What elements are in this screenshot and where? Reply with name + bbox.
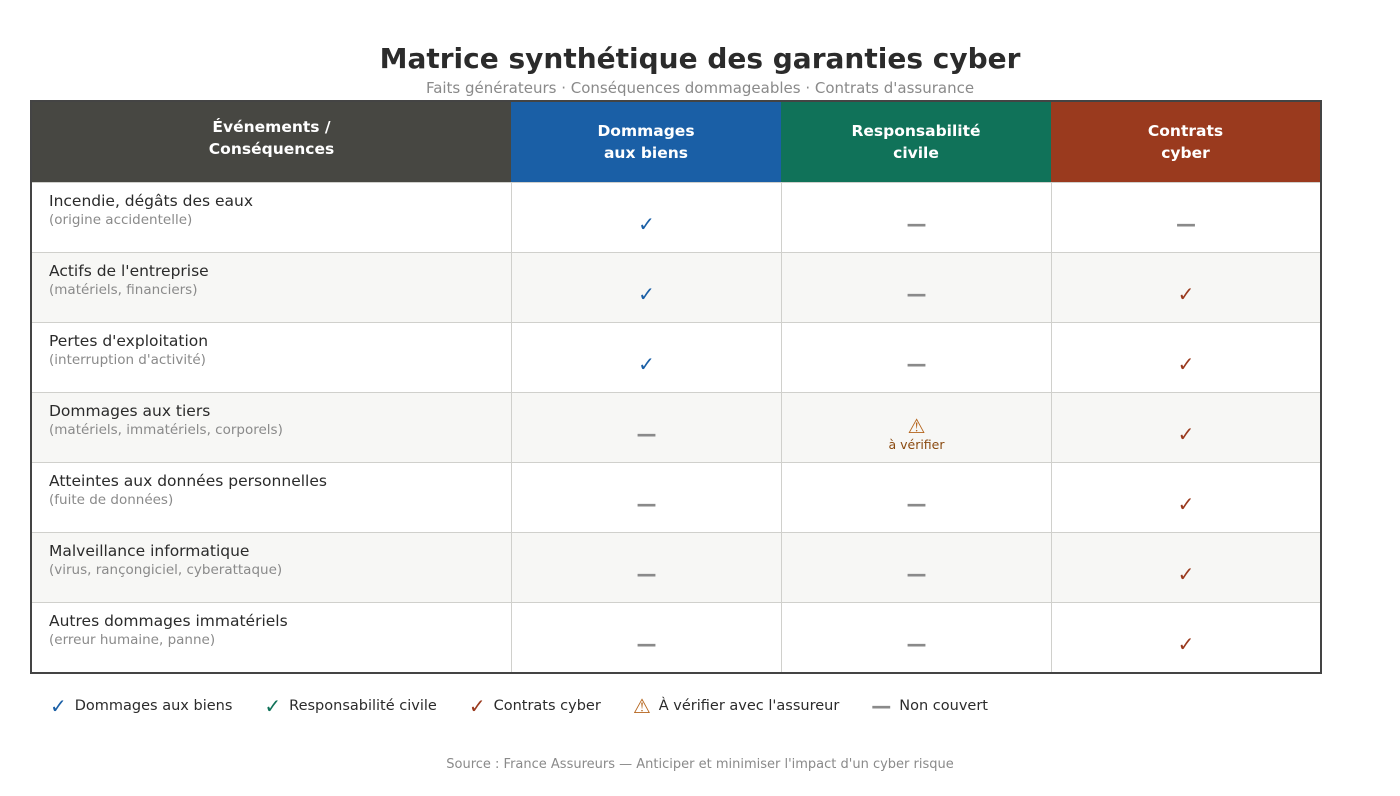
- subtitle: Faits générateurs · Conséquences dommage…: [425, 79, 975, 97]
- not-covered: —: [906, 491, 927, 516]
- header-line: Responsabilité: [851, 122, 981, 140]
- row-label-cell: Pertes d'exploitation (interruption d'act…: [32, 322, 511, 392]
- status-cell: —: [781, 182, 1051, 252]
- not-covered: —: [636, 561, 657, 586]
- status-cell: ✓: [1051, 252, 1320, 322]
- row-label: Pertes d'exploitation: [49, 332, 209, 350]
- row-label-cell: Atteintes aux données personnelles (fuite…: [32, 462, 511, 532]
- row-label: Incendie, dégâts des eaux: [49, 192, 254, 210]
- row-label: Atteintes aux données personnelles: [49, 472, 327, 490]
- not-covered: —: [906, 351, 927, 376]
- row-label: Actifs de l'entreprise: [49, 262, 209, 280]
- header-cell: Dommages aux biens: [511, 102, 781, 182]
- legend-item: ✓ Contrats cyber: [469, 694, 601, 718]
- row-note: (matériels, immatériels, corporels): [49, 422, 283, 438]
- status-cell: ✓: [511, 322, 781, 392]
- status-cell: —: [781, 322, 1051, 392]
- row-label-cell: Autres dommages immatériels (erreur humai…: [32, 602, 511, 672]
- legend-label: Responsabilité civile: [289, 698, 437, 714]
- status-cell: —: [1051, 182, 1320, 252]
- status-cell: —: [511, 602, 781, 672]
- not-covered: —: [636, 421, 657, 446]
- row-note: (interruption d'activité): [49, 352, 206, 368]
- row-note: (fuite de données): [49, 492, 174, 508]
- row-note: (virus, rançongiciel, cyberattaque): [49, 562, 283, 578]
- row-note: (matériels, financiers): [49, 282, 198, 298]
- not-covered: —: [906, 631, 927, 656]
- legend-symbol: —: [871, 694, 892, 718]
- legend-item: ✓ Responsabilité civile: [264, 694, 436, 718]
- legend-item: ⚠ À vérifier avec l'assureur: [633, 694, 839, 718]
- covered-check: ✓: [1177, 351, 1195, 376]
- header-cell: Responsabilité civile: [781, 102, 1051, 182]
- covered-check: ✓: [1177, 631, 1195, 656]
- status-cell: ⚠ à vérifier: [781, 392, 1051, 462]
- covered-check: ✓: [1177, 561, 1195, 586]
- row-label-cell: Dommages aux tiers (matériels, immatériel…: [32, 392, 511, 462]
- status-cell: —: [511, 532, 781, 602]
- not-covered: —: [906, 561, 927, 586]
- not-covered: —: [636, 491, 657, 516]
- legend-symbol: ⚠: [632, 694, 651, 718]
- header-line: cyber: [1161, 144, 1210, 162]
- status-cell: —: [511, 462, 781, 532]
- header-line: aux biens: [603, 144, 689, 162]
- legend-symbol: ✓: [264, 694, 282, 718]
- legend-symbol: ✓: [468, 694, 486, 718]
- warning-label: à vérifier: [888, 437, 945, 452]
- row-label-cell: Malveillance informatique (virus, rançong…: [32, 532, 511, 602]
- warning-icon: ⚠: [907, 414, 926, 438]
- status-cell: ✓: [1051, 532, 1320, 602]
- status-cell: ✓: [1051, 322, 1320, 392]
- legend-label: Contrats cyber: [493, 698, 601, 714]
- row-label: Malveillance informatique: [49, 542, 250, 560]
- header-cell: Contrats cyber: [1051, 102, 1320, 182]
- header-line: Conséquences: [208, 140, 335, 158]
- title: Matrice synthétique des garanties cyber: [379, 42, 1021, 75]
- not-covered: —: [906, 281, 927, 306]
- header-line: Contrats: [1147, 122, 1224, 140]
- coverage-table: Événements / Conséquences Dommages aux bien…: [30, 100, 1322, 674]
- row-label-cell: Incendie, dégâts des eaux (origine accide…: [32, 182, 511, 252]
- covered-check: ✓: [638, 351, 655, 376]
- legend-label: À vérifier avec l'assureur: [658, 698, 840, 714]
- row-label-cell: Actifs de l'entreprise (matériels, financ…: [32, 252, 511, 322]
- covered-check: ✓: [638, 211, 655, 236]
- covered-check: ✓: [1177, 421, 1195, 446]
- not-covered: —: [636, 631, 657, 656]
- not-covered: —: [1176, 211, 1196, 236]
- status-cell: —: [781, 602, 1051, 672]
- legend-symbol: ✓: [50, 694, 67, 718]
- header-line: Dommages: [597, 122, 695, 140]
- legend-item: — Non couvert: [871, 694, 988, 718]
- covered-check: ✓: [1177, 281, 1195, 306]
- not-covered: —: [906, 211, 927, 236]
- status-cell: ✓: [1051, 392, 1320, 462]
- row-label: Dommages aux tiers: [49, 402, 211, 420]
- row-note: (origine accidentelle): [49, 212, 193, 228]
- status-cell: —: [781, 252, 1051, 322]
- status-cell: ✓: [511, 182, 781, 252]
- legend: ✓ Dommages aux biens ✓ Responsabilité civil…: [50, 694, 1020, 718]
- status-cell: —: [781, 462, 1051, 532]
- header-line: civile: [893, 144, 939, 162]
- legend-label: Non couvert: [899, 698, 988, 714]
- row-label: Autres dommages immatériels: [49, 612, 288, 630]
- status-cell: —: [781, 532, 1051, 602]
- status-cell: ✓: [511, 252, 781, 322]
- status-cell: —: [511, 392, 781, 462]
- header-cell: Événements / Conséquences: [32, 102, 511, 182]
- row-note: (erreur humaine, panne): [49, 632, 216, 648]
- status-cell: ✓: [1051, 462, 1320, 532]
- source: Source : France Assureurs — Anticiper et…: [446, 757, 954, 772]
- legend-item: ✓ Dommages aux biens: [50, 694, 232, 718]
- covered-check: ✓: [638, 281, 655, 306]
- covered-check: ✓: [1177, 491, 1195, 516]
- status-cell: ✓: [1051, 602, 1320, 672]
- legend-label: Dommages aux biens: [74, 698, 233, 714]
- header-line: Événements /: [212, 118, 331, 136]
